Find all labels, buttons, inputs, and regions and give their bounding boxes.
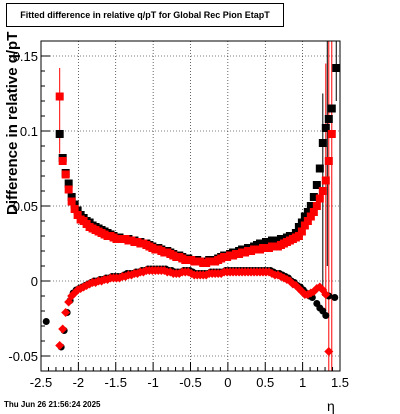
series-2-point — [321, 176, 330, 185]
series-2-point — [58, 157, 67, 165]
series-1-point — [55, 130, 64, 138]
series-2-point — [294, 232, 303, 240]
x-tick-label: -1.5 — [105, 375, 127, 390]
series-2-point — [306, 212, 315, 221]
series-1-point — [294, 223, 303, 231]
series-3-point — [42, 318, 50, 325]
series-1-point — [321, 124, 330, 132]
series-2-point — [297, 227, 306, 236]
series-2-point — [303, 217, 312, 225]
chart-title: Fitted difference in relative q/pT for G… — [6, 3, 284, 27]
y-tick-label: 0.15 — [13, 49, 38, 64]
series-1-point — [67, 193, 76, 201]
series-1-point — [64, 179, 73, 188]
series-2-point — [64, 185, 73, 194]
series-4-point — [58, 324, 68, 334]
series-4-point — [55, 341, 65, 350]
axis-ticks: -2.5 -2 -1.5 -1 -0.5 0 0.5 1 1.5 -0.05 0 0.05 0.1 0.1… — [8, 40, 349, 390]
x-axis-label: η — [327, 398, 335, 414]
x-tick-label: -2.5 — [30, 375, 52, 390]
y-tick-label: -0.05 — [8, 349, 38, 364]
y-axis-label: Difference in relative q/pT — [4, 31, 21, 215]
x-tick-label: 1 — [299, 375, 306, 390]
series-1-point — [306, 202, 315, 210]
x-tick-label: -1 — [147, 375, 159, 390]
series-1-point — [332, 64, 341, 72]
x-tick-label: 0.5 — [256, 375, 274, 390]
series-4-point — [321, 290, 331, 299]
series-2-point — [70, 205, 79, 213]
series-2-point — [324, 157, 333, 165]
data-markers — [42, 64, 341, 356]
x-tick-label: 0 — [224, 375, 231, 390]
x-tick-label: -2 — [73, 375, 85, 390]
y-tick-label: 0.05 — [13, 199, 38, 214]
y-tick-label: 0 — [31, 274, 38, 289]
timestamp: Thu Jun 26 21:56:24 2025 — [4, 400, 101, 409]
series-4-point — [61, 308, 71, 317]
series-1-point — [327, 104, 336, 113]
y-tick-label: 0.1 — [20, 124, 38, 139]
series-2-point — [55, 92, 64, 101]
series-3-point — [331, 294, 339, 301]
grid-lines — [41, 41, 340, 371]
x-tick-label: -0.5 — [179, 375, 201, 390]
series-2-point — [318, 187, 327, 195]
series-2-point — [309, 208, 318, 216]
series-2-point — [300, 221, 309, 230]
series-1-point — [303, 208, 312, 216]
series-1-point — [312, 181, 321, 189]
series-2-point — [312, 202, 321, 210]
series-2-point — [315, 194, 324, 203]
series-1-point — [324, 115, 333, 123]
x-tick-label: 1.5 — [331, 375, 349, 390]
series-2-point — [327, 130, 336, 138]
series-4-point — [324, 347, 334, 356]
series-1-point — [318, 139, 327, 147]
series-2-point — [73, 211, 82, 219]
series-1-point — [309, 193, 318, 201]
series-1-point — [315, 164, 324, 173]
series-2-point — [61, 170, 70, 179]
series-2-point — [67, 197, 76, 206]
series-1-point — [300, 212, 309, 221]
series-3-point — [322, 312, 330, 319]
